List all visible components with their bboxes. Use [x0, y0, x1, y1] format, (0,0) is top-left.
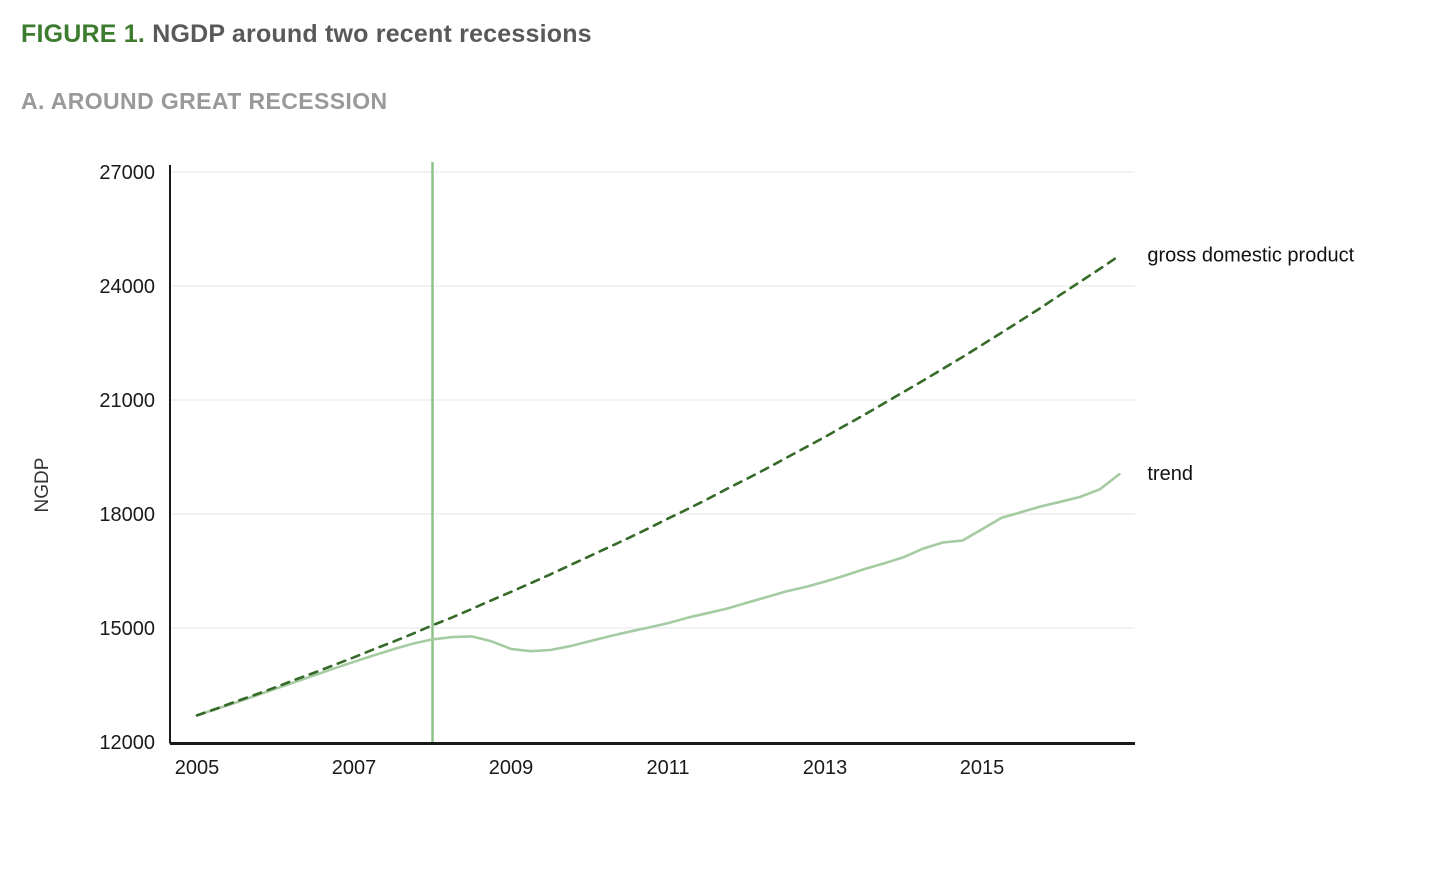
y-axis-title: NGDP — [32, 458, 53, 513]
x-tick-label-2009: 2009 — [489, 757, 534, 779]
y-tick-label-18000: 18000 — [99, 504, 155, 526]
x-tick-label-2015: 2015 — [960, 757, 1005, 779]
figure-title: FIGURE 1. NGDP around two recent recessi… — [21, 20, 592, 49]
y-tick-label-24000: 24000 — [99, 276, 155, 298]
figure-title-text: NGDP around two recent recessions — [145, 20, 592, 48]
x-tick-label-2007: 2007 — [332, 757, 377, 779]
figure-label: FIGURE 1. — [21, 20, 146, 48]
panel-title: A. AROUND GREAT RECESSION — [21, 88, 388, 114]
y-tick-label-21000: 21000 — [99, 390, 155, 412]
x-tick-label-2011: 2011 — [646, 757, 689, 779]
y-tick-label-12000: 12000 — [99, 732, 155, 754]
y-tick-label-15000: 15000 — [99, 618, 155, 640]
series-line-gross-domestic-product — [195, 254, 1121, 717]
x-tick-label-2005: 2005 — [175, 757, 220, 779]
series-label-trend: trend — [1147, 463, 1193, 485]
series-line-trend — [195, 472, 1121, 717]
y-tick-label-27000: 27000 — [99, 162, 155, 184]
series-label-gross-domestic-product: gross domestic product — [1147, 245, 1354, 267]
x-tick-label-2013: 2013 — [803, 757, 848, 779]
